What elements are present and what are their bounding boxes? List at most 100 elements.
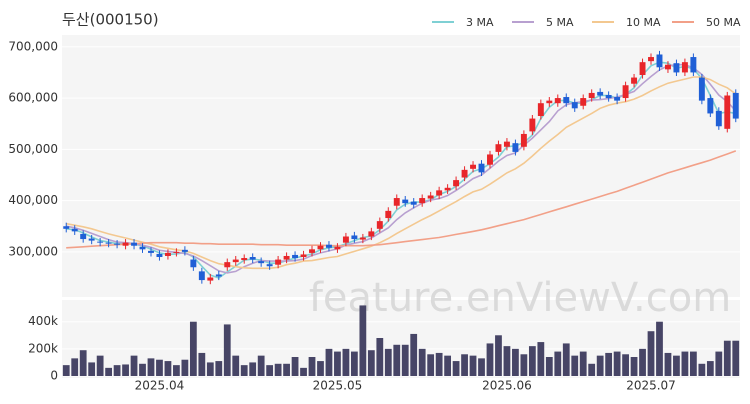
candle-body xyxy=(122,242,129,246)
candle-body xyxy=(342,236,349,243)
volume-bar xyxy=(308,357,316,376)
candle-body xyxy=(554,98,561,104)
candle-body xyxy=(436,190,443,196)
y-tick-label: 200k xyxy=(28,341,58,355)
legend-label: 10 MA xyxy=(626,16,661,29)
candle-body xyxy=(88,238,95,241)
volume-bar xyxy=(206,362,214,376)
volume-bar xyxy=(325,348,333,376)
volume-bar xyxy=(249,362,257,376)
candle-body xyxy=(139,246,146,250)
candle-body xyxy=(63,226,70,229)
candle-body xyxy=(698,77,705,101)
candle-body xyxy=(368,231,375,237)
candle-body xyxy=(283,255,290,260)
volume-bar xyxy=(715,351,723,376)
volume-bar xyxy=(605,352,613,376)
candle-body xyxy=(215,274,222,277)
y-tick-label: 0 xyxy=(50,369,58,383)
candle-body xyxy=(470,164,477,169)
volume-bar xyxy=(350,351,358,376)
candle-body xyxy=(732,92,739,119)
volume-bar xyxy=(588,363,596,376)
volume-bar xyxy=(147,358,155,376)
volume-bar xyxy=(486,343,494,376)
candle-body xyxy=(105,242,112,244)
volume-bar xyxy=(545,357,553,376)
x-tick-label: 2025.05 xyxy=(313,379,363,393)
candle-body xyxy=(664,64,671,70)
candle-body xyxy=(181,249,188,252)
candle-body xyxy=(605,94,612,99)
volume-bar xyxy=(198,352,206,376)
candle-body xyxy=(80,233,87,240)
volume-bar xyxy=(266,365,274,376)
candle-body xyxy=(571,102,578,109)
volume-bar xyxy=(291,357,299,376)
volume-bar xyxy=(71,358,79,376)
volume-bar xyxy=(723,340,731,376)
volume-bar xyxy=(62,365,70,376)
candle-body xyxy=(690,57,697,73)
volume-bar xyxy=(274,363,282,376)
volume-bar xyxy=(579,351,587,376)
candle-body xyxy=(639,62,646,75)
volume-bar xyxy=(689,351,697,376)
candle-body xyxy=(164,252,171,256)
candle-body xyxy=(376,221,383,229)
candle-body xyxy=(207,277,214,281)
volume-bar xyxy=(283,363,290,376)
price-panel xyxy=(62,35,740,297)
candle-body xyxy=(520,133,527,147)
candle-body xyxy=(224,262,231,268)
candle-body xyxy=(148,250,154,253)
watermark: feature.enViewV.com xyxy=(309,275,731,321)
candle-body xyxy=(597,91,604,96)
candle-body xyxy=(588,92,595,99)
candle-body xyxy=(648,57,654,62)
candle-body xyxy=(410,201,417,205)
candle-body xyxy=(529,118,536,132)
candle-body xyxy=(614,97,621,101)
candle-body xyxy=(325,244,332,248)
volume-bar xyxy=(232,355,240,376)
volume-bar xyxy=(452,361,460,376)
candle-body xyxy=(681,62,688,73)
candle-body xyxy=(631,77,638,84)
volume-bar xyxy=(367,350,375,376)
y-tick-label: 400k xyxy=(28,314,58,328)
volume-bar xyxy=(613,351,621,376)
candle-body xyxy=(190,259,197,268)
chart-title: 두산(000150) xyxy=(62,11,159,29)
candle-body xyxy=(453,180,460,187)
candle-body xyxy=(478,163,485,173)
volume-bar xyxy=(673,355,680,376)
volume-bar xyxy=(732,340,740,376)
candle-body xyxy=(131,242,138,246)
candle-body xyxy=(546,100,553,104)
volume-bar xyxy=(359,305,367,376)
x-tick-label: 2025.07 xyxy=(626,379,676,393)
volume-bar xyxy=(630,357,638,376)
legend-label: 3 MA xyxy=(466,16,494,29)
volume-bar xyxy=(113,365,121,376)
volume-bar xyxy=(130,355,138,376)
volume-bar xyxy=(656,321,663,376)
candle-body xyxy=(393,198,400,206)
y-tick-label: 700,000 xyxy=(8,39,58,53)
y-tick-label: 600,000 xyxy=(8,91,58,105)
candle-body xyxy=(266,264,273,267)
volume-bar xyxy=(478,358,485,376)
volume-bar xyxy=(334,351,341,376)
volume-bar xyxy=(215,361,223,376)
candle-body xyxy=(707,98,714,114)
y-tick-label: 300,000 xyxy=(8,244,58,258)
candle-body xyxy=(317,245,324,250)
volume-bar xyxy=(495,335,502,376)
volume-bar xyxy=(122,364,129,376)
candle-body xyxy=(359,237,366,240)
candle-body xyxy=(309,249,315,253)
candle-body xyxy=(241,258,248,261)
candle-body xyxy=(258,261,265,264)
